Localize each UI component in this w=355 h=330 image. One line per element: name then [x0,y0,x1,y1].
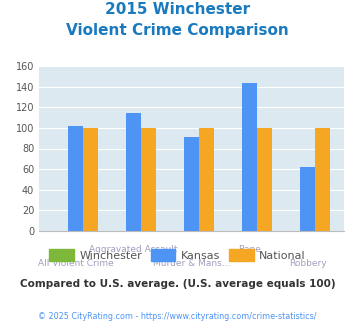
Text: Rape: Rape [238,245,261,254]
Legend: Winchester, Kansas, National: Winchester, Kansas, National [45,245,310,265]
Bar [257,128,272,231]
Bar [315,128,331,231]
Bar [300,167,315,231]
Bar [141,128,156,231]
Text: 2015 Winchester: 2015 Winchester [105,2,250,16]
Text: Aggravated Assault: Aggravated Assault [89,245,178,254]
Text: Compared to U.S. average. (U.S. average equals 100): Compared to U.S. average. (U.S. average … [20,279,335,289]
Text: © 2025 CityRating.com - https://www.cityrating.com/crime-statistics/: © 2025 CityRating.com - https://www.city… [38,312,317,321]
Text: Robbery: Robbery [289,259,327,268]
Bar [83,128,98,231]
Bar [126,114,141,231]
Bar [184,137,199,231]
Text: Violent Crime Comparison: Violent Crime Comparison [66,23,289,38]
Bar [68,126,83,231]
Text: Murder & Mans...: Murder & Mans... [153,259,230,268]
Bar [242,82,257,231]
Bar [199,128,214,231]
Text: All Violent Crime: All Violent Crime [38,259,114,268]
